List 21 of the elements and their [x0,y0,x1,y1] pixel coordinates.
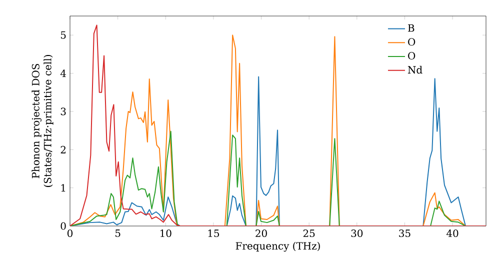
y-tick-label: 5 [60,31,66,39]
y-tick-label: 1 [61,184,66,192]
legend-label: Nd [408,66,422,74]
x-axis-title: Frequency (THz) [236,242,320,252]
x-tick-label: 15 [208,230,220,238]
x-tick-label: 10 [160,230,172,238]
x-tick-label: 5 [115,230,120,237]
x-tick-label: 0 [67,230,73,238]
x-tick-label: 30 [351,230,363,238]
y-tick-label: 2 [60,146,66,154]
x-tick-label: 35 [399,230,410,238]
legend-label: O [408,38,416,46]
y-axis-title: Phonon projected DOS (States/THz·primitive cell) [32,55,54,187]
x-tick-label: 25 [303,230,315,238]
y-tick-label: 4 [60,70,66,77]
legend-label: O [408,52,416,60]
x-tick-label: 40 [446,230,458,238]
y-tick-label: 3 [60,108,66,116]
x-tick-label: 20 [256,230,267,238]
y-tick-label: 0 [60,222,66,230]
legend-label: B [408,24,414,32]
